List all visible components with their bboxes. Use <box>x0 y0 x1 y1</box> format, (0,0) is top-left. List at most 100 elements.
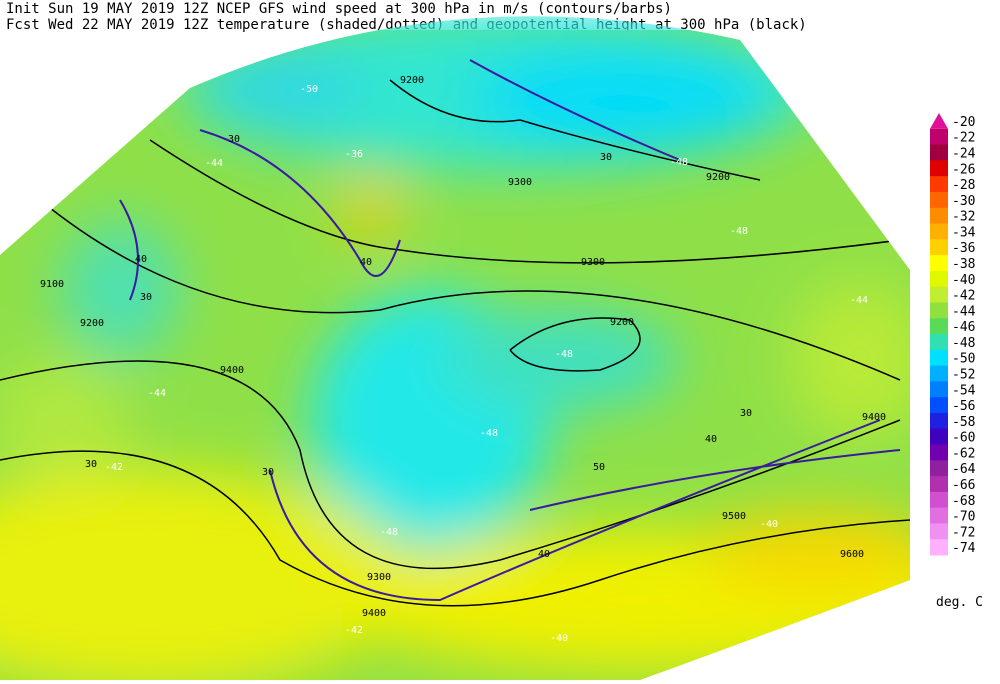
colorbar-swatch <box>930 349 948 367</box>
height-contours <box>0 79 910 607</box>
contour-label: 30 <box>140 292 152 303</box>
colorbar-swatch <box>930 207 948 224</box>
colorbar-swatch <box>930 334 948 351</box>
colorbar-label: -26 <box>952 162 975 177</box>
colorbar-swatch <box>930 412 948 430</box>
contour-label: 40 <box>360 257 372 268</box>
contour-label: 40 <box>135 254 147 265</box>
colorbar-label: -30 <box>952 194 975 209</box>
colorbar-label: -74 <box>952 541 976 556</box>
contour-label: 30 <box>740 408 752 419</box>
contour-label: 9200 <box>706 172 730 183</box>
contour-label: 9200 <box>80 318 104 329</box>
colorbar-label: -22 <box>952 131 975 146</box>
map-area <box>0 16 910 681</box>
colorbar: -20-22-24-26-28-30-32-34-36-38-40-42-44-… <box>930 113 976 556</box>
colorbar-swatch <box>930 491 948 509</box>
contour-label: 9300 <box>581 257 605 268</box>
contour-label: 9400 <box>362 608 386 619</box>
colorbar-swatch <box>930 539 948 556</box>
contour-label: 9500 <box>722 511 746 522</box>
colorbar-swatch <box>930 160 948 177</box>
temp-label: -36 <box>345 149 363 160</box>
colorbar-swatch <box>930 144 948 161</box>
contour-label: 40 <box>705 434 717 445</box>
colorbar-swatch <box>930 191 948 209</box>
colorbar-label: -48 <box>952 336 975 351</box>
colorbar-label: -34 <box>952 225 976 240</box>
colorbar-swatch <box>930 270 948 288</box>
contour-label: 9600 <box>840 549 864 560</box>
colorbar-swatch <box>930 397 948 414</box>
colorbar-label: -60 <box>952 431 975 446</box>
temp-label: -48 <box>480 428 498 439</box>
contour-label: 30 <box>228 134 240 145</box>
colorbar-swatch <box>930 523 948 540</box>
colorbar-swatch <box>930 286 948 303</box>
temp-label: -48 <box>670 157 688 168</box>
colorbar-swatch <box>930 460 948 477</box>
temp-label: -40 <box>760 519 778 530</box>
colorbar-swatch <box>930 476 948 493</box>
temp-label: -42 <box>345 625 363 636</box>
colorbar-label: -40 <box>952 273 975 288</box>
colorbar-swatch <box>930 318 948 335</box>
contour-label: 30 <box>600 152 612 163</box>
colorbar-label: -64 <box>952 462 976 477</box>
colorbar-label: -28 <box>952 178 975 193</box>
temp-label: -44 <box>148 388 166 399</box>
colorbar-swatch <box>930 128 948 146</box>
contour-label: 9400 <box>220 365 244 376</box>
colorbar-label: -36 <box>952 241 975 256</box>
temp-label: -42 <box>105 462 123 473</box>
colorbar-label: -72 <box>952 525 975 540</box>
temp-label: -48 <box>380 527 398 538</box>
contour-label: 9200 <box>610 317 634 328</box>
colorbar-label: -70 <box>952 510 975 525</box>
colorbar-label: -52 <box>952 367 975 382</box>
colorbar-label: -38 <box>952 257 975 272</box>
colorbar-swatch <box>930 507 948 524</box>
colorbar-swatch <box>930 428 948 445</box>
colorbar-swatch <box>930 176 948 193</box>
contour-label: 9100 <box>40 279 64 290</box>
map-labels: 9200 9300 9300 9200 9100 9200 9400 9300 … <box>40 75 886 644</box>
contour-label: 30 <box>262 467 274 478</box>
colorbar-swatch <box>930 381 948 398</box>
colorbar-unit: deg. C <box>936 595 983 610</box>
colorbar-label: -50 <box>952 352 975 367</box>
temp-label: -48 <box>730 226 748 237</box>
colorbar-swatch <box>930 365 948 382</box>
temp-label: -40 <box>550 633 568 644</box>
temp-label: -50 <box>300 84 318 95</box>
colorbar-label: -42 <box>952 289 975 304</box>
colorbar-label: -58 <box>952 415 975 430</box>
colorbar-label: -56 <box>952 399 975 414</box>
colorbar-label: -68 <box>952 494 975 509</box>
colorbar-swatch <box>930 302 948 319</box>
colorbar-label: -20 <box>952 115 975 130</box>
colorbar-label: -46 <box>952 320 975 335</box>
colorbar-label: -44 <box>952 304 976 319</box>
contour-label: 50 <box>593 462 605 473</box>
colorbar-swatch <box>930 113 948 129</box>
contour-label: 40 <box>538 549 550 560</box>
colorbar-swatch <box>930 223 948 240</box>
colorbar-swatch <box>930 239 948 256</box>
contour-label: 9200 <box>400 75 424 86</box>
header-line: Init Sun 19 MAY 2019 12Z NCEP GFS wind s… <box>6 1 672 17</box>
contour-label: 30 <box>85 459 97 470</box>
colorbar-swatch <box>930 444 948 461</box>
colorbar-label: -24 <box>952 146 976 161</box>
temp-label: -44 <box>850 295 868 306</box>
colorbar-label: -54 <box>952 383 976 398</box>
contour-label: 9300 <box>508 177 532 188</box>
wind-contours <box>119 59 901 602</box>
temp-label: -44 <box>205 158 223 169</box>
colorbar-label: -66 <box>952 478 975 493</box>
temp-label: -48 <box>555 349 573 360</box>
contour-label: 9400 <box>862 412 886 423</box>
colorbar-label: -32 <box>952 210 975 225</box>
contour-label: 9300 <box>367 572 391 583</box>
